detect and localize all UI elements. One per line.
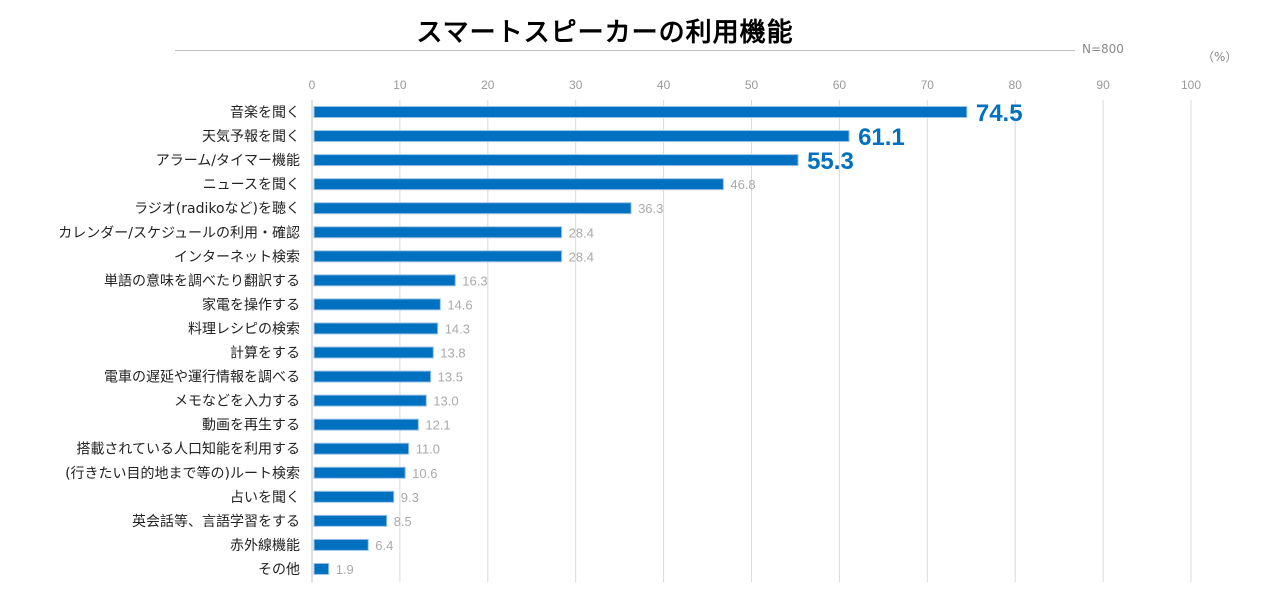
x-tick-label: 70 <box>921 78 935 92</box>
bar <box>313 106 968 118</box>
data-label: 9.3 <box>401 490 419 505</box>
data-label: 28.4 <box>569 249 594 264</box>
data-label: 11.0 <box>416 442 440 457</box>
data-label: 16.3 <box>462 273 487 288</box>
data-label: 6.4 <box>375 538 393 553</box>
x-tick-label: 20 <box>481 78 495 92</box>
category-label: 搭載されている人口知能を利用する <box>76 441 300 458</box>
category-label: 赤外線機能 <box>230 538 300 554</box>
bar <box>313 298 441 311</box>
unit-label: （%） <box>1202 50 1238 64</box>
data-label: 14.6 <box>447 297 472 312</box>
bar <box>313 202 632 215</box>
category-label: アラーム/タイマー機能 <box>156 153 300 169</box>
bar <box>313 562 330 575</box>
category-label: ラジオ(radikoなど)を聴く <box>134 201 300 217</box>
bar <box>313 154 799 167</box>
data-label: 10.6 <box>412 466 437 481</box>
category-label: 料理レシピの検索 <box>188 320 300 337</box>
bar <box>313 538 369 551</box>
chart-title: スマートスピーカーの利用機能 <box>416 18 794 48</box>
bar <box>313 226 563 239</box>
data-label: 61.1 <box>858 124 905 151</box>
x-tick-label: 30 <box>569 78 583 92</box>
data-label: 8.5 <box>394 514 412 529</box>
bar <box>313 130 850 143</box>
title-underline <box>175 50 1075 51</box>
category-label: (行きたい目的地まで等の)ルート検索 <box>65 465 300 482</box>
bar <box>313 250 563 263</box>
bar <box>313 274 456 287</box>
x-tick-label: 0 <box>309 78 316 92</box>
category-label: カレンダー/スケジュールの利用・確認 <box>58 225 300 241</box>
category-label: その他 <box>258 562 300 578</box>
data-label: 13.8 <box>440 346 465 361</box>
sample-size-note: N=800 <box>1082 42 1124 56</box>
category-label: ニュースを聞く <box>203 177 300 193</box>
x-tick-label: 60 <box>833 78 847 92</box>
data-label: 28.4 <box>569 225 594 240</box>
x-tick-label: 90 <box>1096 78 1110 92</box>
category-label: 家電を操作する <box>202 296 300 313</box>
category-label: 電車の遅延や運行情報を調べる <box>104 369 300 386</box>
bar <box>313 490 395 503</box>
data-label: 1.9 <box>336 562 354 577</box>
bar <box>313 370 432 383</box>
category-label: インターネット検索 <box>174 248 300 265</box>
data-label: 55.3 <box>807 148 854 175</box>
data-label: 14.3 <box>445 321 470 336</box>
category-label: メモなどを入力する <box>174 394 300 410</box>
bar <box>313 418 419 431</box>
category-label: 動画を再生する <box>202 418 300 434</box>
x-tick-label: 10 <box>393 78 407 92</box>
category-label: 計算をする <box>230 346 300 362</box>
bar <box>313 394 427 407</box>
bar <box>313 322 439 335</box>
x-tick-label: 100 <box>1181 78 1201 92</box>
data-label: 13.5 <box>438 370 463 385</box>
category-label: 天気予報を聞く <box>202 129 300 145</box>
bar <box>313 442 410 455</box>
category-label: 音楽を聞く <box>230 104 300 121</box>
x-tick-label: 40 <box>657 78 671 92</box>
category-label: 占いを聞く <box>230 490 300 506</box>
bar <box>313 346 434 359</box>
bar <box>313 178 724 191</box>
x-tick-label: 50 <box>745 78 759 92</box>
category-label: 単語の意味を調べたり翻訳する <box>104 272 300 289</box>
category-label: 英会話等、言語学習をする <box>132 513 300 530</box>
data-label: 74.5 <box>976 100 1023 127</box>
bar <box>313 514 388 527</box>
bar <box>313 466 406 479</box>
data-label: 13.0 <box>433 394 458 409</box>
data-label: 36.3 <box>638 201 663 216</box>
x-tick-label: 80 <box>1009 78 1023 92</box>
data-label: 12.1 <box>425 418 450 433</box>
data-label: 46.8 <box>730 177 755 192</box>
